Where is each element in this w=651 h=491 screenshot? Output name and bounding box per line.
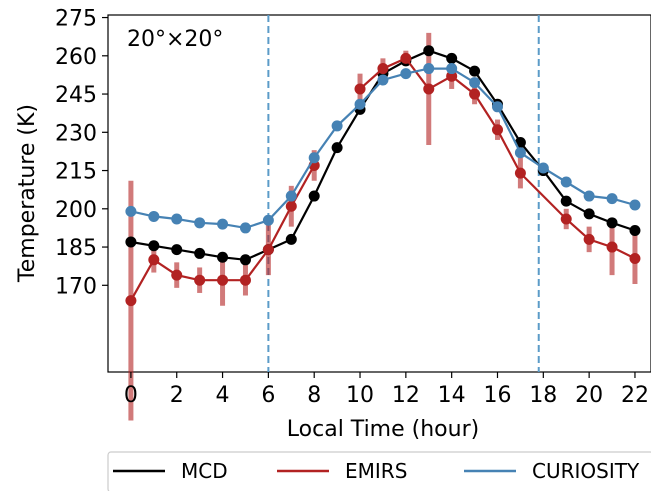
curiosity-point	[331, 120, 343, 132]
emirs-point	[491, 124, 503, 136]
emirs-point	[262, 244, 274, 256]
mcd-point	[583, 208, 595, 220]
error-bars	[128, 32, 638, 421]
curiosity-point	[423, 63, 435, 75]
curiosity-point	[583, 190, 595, 202]
y-tick-label: 185	[55, 236, 97, 261]
curiosity-point	[125, 205, 137, 217]
emirs-point	[239, 274, 251, 286]
emirs-point	[560, 213, 572, 225]
emirs-point	[446, 70, 458, 82]
emirs-point	[354, 83, 366, 95]
mcd-point	[239, 254, 251, 266]
curiosity-point	[285, 190, 297, 202]
emirs-point	[606, 241, 618, 253]
x-tick-label: 20	[575, 383, 603, 408]
mcd-point	[194, 247, 206, 259]
mcd-legend-label: MCD	[181, 459, 228, 483]
y-tick-label: 170	[55, 274, 97, 299]
emirs-legend-label: EMIRS	[345, 459, 407, 483]
x-tick-label: 12	[392, 383, 420, 408]
mcd-point	[560, 195, 572, 207]
emirs-line	[359, 57, 636, 260]
emirs-point	[400, 52, 412, 64]
x-tick-label: 18	[529, 383, 557, 408]
legend: MCD EMIRS CURIOSITY	[107, 451, 651, 491]
y-tick-label: 260	[55, 45, 97, 70]
emirs-point	[469, 88, 481, 100]
data-series	[125, 45, 641, 307]
mcd-point	[446, 52, 458, 64]
emirs-point	[514, 167, 526, 179]
panel-annotation: 20°×20°	[127, 27, 223, 52]
curiosity-point	[354, 98, 366, 110]
x-tick-label: 22	[621, 383, 649, 408]
y-tick-label: 215	[55, 160, 97, 185]
curiosity-point	[537, 162, 549, 174]
y-tick-label: 275	[55, 7, 97, 32]
curiosity-point	[239, 222, 251, 234]
curiosity-point	[377, 74, 389, 86]
y-axis-label: Temperature (K)	[15, 104, 40, 283]
y-tick-label: 245	[55, 83, 97, 108]
curiosity-point	[148, 210, 160, 222]
emirs-point	[377, 63, 389, 75]
mcd-point	[125, 236, 137, 248]
emirs-point	[194, 274, 206, 286]
mcd-point	[148, 240, 160, 252]
mcd-point	[217, 251, 229, 263]
x-axis-label: Local Time (hour)	[287, 417, 479, 442]
legend-frame	[107, 451, 651, 491]
x-tick-label: 16	[483, 383, 511, 408]
x-tick-label: 4	[216, 383, 230, 408]
emirs-point	[171, 269, 183, 281]
curiosity-legend-label: CURIOSITY	[532, 459, 640, 483]
mcd-point	[171, 244, 183, 256]
y-tick-label: 200	[55, 198, 97, 223]
curiosity-point	[194, 217, 206, 229]
curiosity-point	[560, 176, 572, 188]
plot-frame	[107, 14, 651, 373]
mcd-point	[606, 217, 618, 229]
axis-ticks: 0 2 4 6 8 10 12 14 16 18 20 22 170 185 200 215 230 245 260…	[55, 7, 649, 408]
mcd-point	[423, 45, 435, 57]
mcd-point	[331, 142, 343, 154]
emirs-point	[148, 254, 160, 266]
x-tick-label: 8	[307, 383, 321, 408]
curiosity-point	[469, 77, 481, 89]
curiosity-point	[400, 68, 412, 80]
y-tick-label: 230	[55, 121, 97, 146]
mcd-point	[308, 190, 320, 202]
curiosity-point	[262, 214, 274, 226]
curiosity-point	[491, 101, 503, 113]
curiosity-point	[514, 147, 526, 159]
curiosity-line	[130, 67, 636, 230]
vertical-markers	[267, 15, 540, 372]
curiosity-point	[629, 199, 641, 211]
emirs-point	[629, 253, 641, 265]
mcd-point	[629, 224, 641, 236]
mcd-point	[285, 233, 297, 245]
emirs-point	[583, 233, 595, 245]
emirs-point	[217, 274, 229, 286]
x-tick-label: 2	[170, 383, 184, 408]
emirs-point	[125, 295, 137, 307]
x-tick-label: 6	[261, 383, 275, 408]
x-tick-label: 10	[346, 383, 374, 408]
x-tick-label: 14	[438, 383, 466, 408]
emirs-point	[423, 83, 435, 95]
curiosity-point	[446, 63, 458, 75]
mcd-point	[469, 65, 481, 77]
curiosity-point	[308, 152, 320, 164]
curiosity-point	[171, 213, 183, 225]
curiosity-point	[606, 193, 618, 205]
emirs-point	[285, 200, 297, 212]
curiosity-point	[217, 218, 229, 230]
x-tick-label: 0	[124, 383, 138, 408]
